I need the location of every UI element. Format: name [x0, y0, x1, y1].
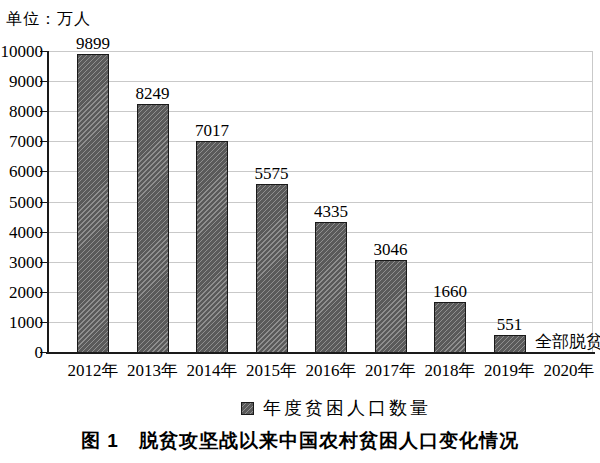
value-label-2012年: 9899	[61, 34, 125, 53]
plot-right-edge	[592, 51, 593, 352]
y-tick-label-8000: 8000	[0, 102, 43, 121]
value-label-2018年: 1660	[418, 282, 482, 301]
value-label-2013年: 8249	[121, 84, 185, 103]
bar-2015年	[256, 184, 288, 352]
gridline-10000	[48, 51, 592, 52]
plot-area: 9899824970175575433530461660551010002000…	[0, 0, 600, 463]
y-tick-label-7000: 7000	[0, 132, 43, 151]
annotation-quanbutuopin: 全部脱贫	[527, 332, 600, 351]
legend-label: 年度贫困人口数量	[263, 396, 431, 420]
value-label-2015年: 5575	[240, 164, 304, 183]
y-tick-label-4000: 4000	[0, 223, 43, 242]
gridline-8000	[48, 111, 592, 112]
bar-2019年	[494, 335, 526, 352]
y-tick-label-2000: 2000	[0, 283, 43, 302]
y-axis	[47, 51, 49, 354]
y-tick-label-5000: 5000	[0, 193, 43, 212]
y-tick-label-6000: 6000	[0, 162, 43, 181]
bar-2013年	[137, 104, 169, 352]
y-tick-label-10000: 10000	[0, 42, 43, 61]
y-tick-label-1000: 1000	[0, 313, 43, 332]
bar-2018年	[434, 302, 466, 352]
bar-2014年	[196, 141, 228, 352]
bar-2012年	[77, 54, 109, 352]
value-label-2017年: 3046	[359, 240, 423, 259]
figure-caption: 图 1 脱贫攻坚战以来中国农村贫困人口变化情况	[0, 428, 600, 454]
figure: 单位：万人 9899824970175575433530461660551010…	[0, 0, 600, 463]
gridline-7000	[48, 141, 592, 142]
bar-2016年	[315, 222, 347, 352]
gridline-9000	[48, 81, 592, 82]
x-label-2020年: 2020年	[533, 361, 600, 380]
y-tick-label-9000: 9000	[0, 72, 43, 91]
legend: 年度贫困人口数量	[241, 396, 431, 420]
value-label-2014年: 7017	[180, 121, 244, 140]
gridline-6000	[48, 171, 592, 172]
y-tick-label-3000: 3000	[0, 253, 43, 272]
legend-hatched-swatch-icon	[241, 402, 254, 415]
x-axis	[46, 352, 595, 354]
y-tick-label-0: 0	[0, 343, 43, 362]
bar-2017年	[375, 260, 407, 352]
value-label-2016年: 4335	[299, 202, 363, 221]
